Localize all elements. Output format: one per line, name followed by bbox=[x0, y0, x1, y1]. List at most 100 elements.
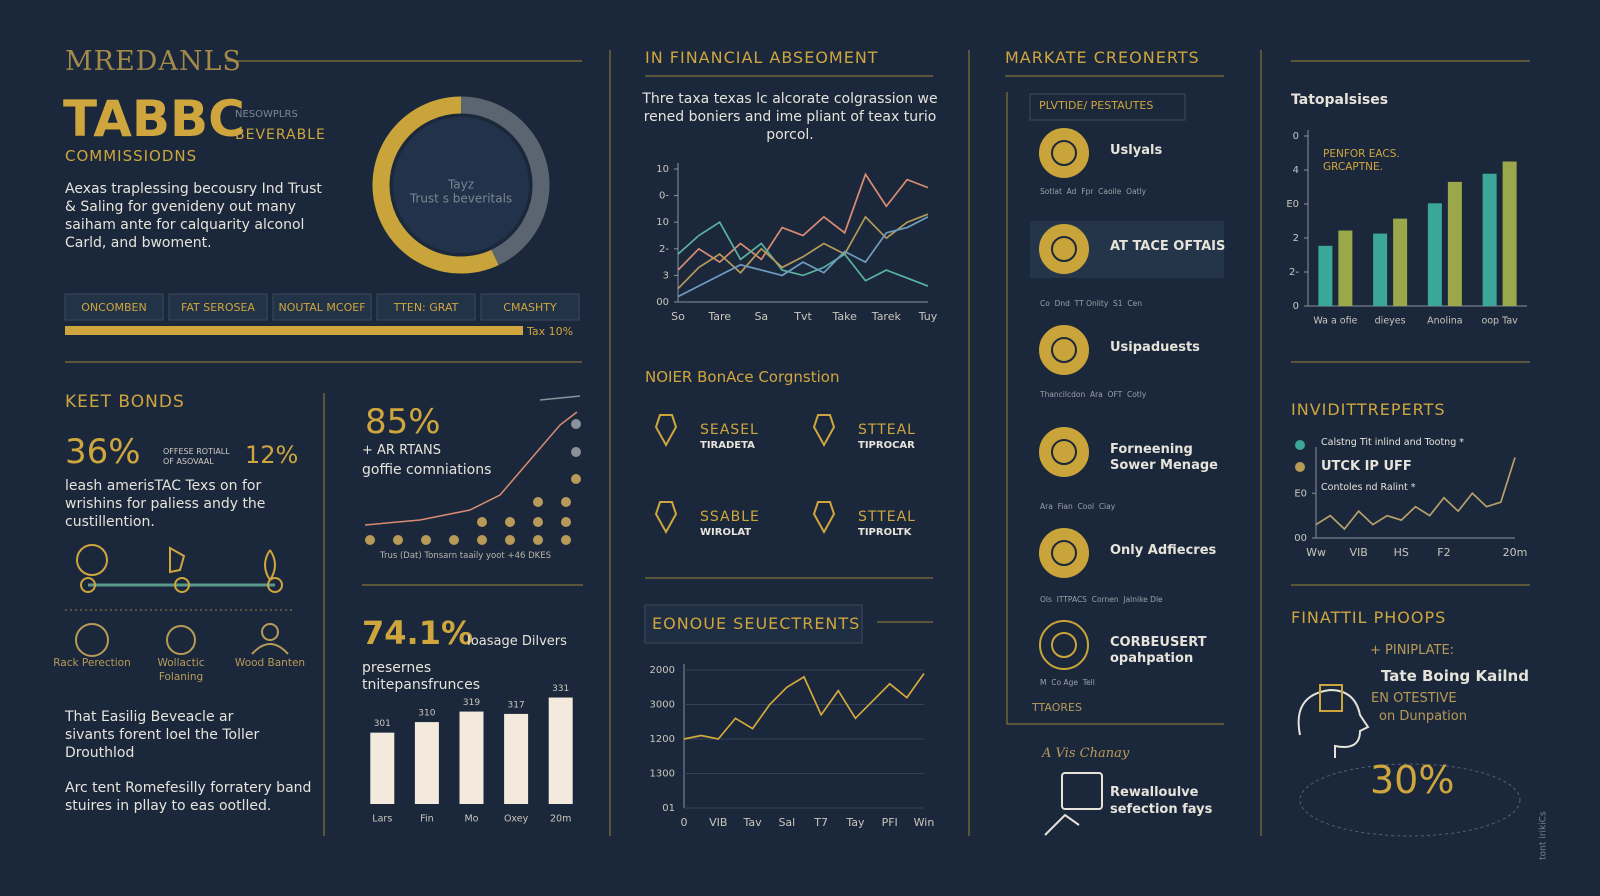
x-tick-label: Tarek bbox=[871, 310, 902, 323]
decor-arrow bbox=[539, 395, 581, 401]
bar bbox=[1318, 245, 1333, 306]
bottom-text: Rewalloulve sefection fays bbox=[1110, 785, 1213, 817]
icon bbox=[261, 623, 279, 641]
frame bbox=[1006, 92, 1224, 725]
decor-dot bbox=[393, 535, 403, 545]
item-sub: TIPROLTK bbox=[858, 527, 912, 538]
decor-dot bbox=[533, 517, 543, 527]
pie-slice bbox=[372, 96, 499, 274]
item-title: SSABLE bbox=[700, 509, 760, 525]
item-title: CORBEUSERT opahpation bbox=[1110, 635, 1207, 666]
pie-label: Trust s beveritals bbox=[409, 192, 512, 206]
stat: 74.1% bbox=[362, 614, 474, 652]
title-side-small: NESOWPLRS bbox=[235, 109, 298, 120]
item-badge-inner bbox=[1051, 236, 1077, 262]
item-badge-inner bbox=[1051, 632, 1077, 658]
bar bbox=[459, 711, 484, 804]
decor-dot bbox=[571, 419, 581, 429]
x-tick-label: Tvt bbox=[793, 310, 812, 323]
y-tick-label: 1300 bbox=[650, 769, 675, 780]
stat-label: + AR RTANS bbox=[362, 443, 441, 458]
head-icon-inner bbox=[1319, 684, 1343, 712]
stat-label: Ioasage Dilvers bbox=[467, 634, 567, 649]
subtitle: COMMISSIODNS bbox=[65, 147, 198, 165]
item-meta: Thancilcdon Ara OFT Cotly bbox=[1040, 390, 1147, 399]
stat-text: goffie comniations bbox=[362, 462, 492, 478]
bar bbox=[1502, 161, 1517, 306]
item-badge bbox=[1039, 325, 1089, 375]
y-tick-label: 3 bbox=[663, 270, 669, 281]
x-tick-label: dieyes bbox=[1375, 316, 1406, 327]
y-tick-label: 0- bbox=[659, 191, 669, 202]
decor-dot bbox=[561, 497, 571, 507]
item-icon bbox=[654, 501, 678, 535]
stat: 36% bbox=[65, 432, 141, 472]
item-icon bbox=[812, 414, 836, 448]
title-side: BEVERABLE bbox=[235, 127, 326, 143]
y-tick-label: 0 bbox=[1293, 131, 1299, 142]
x-tick-label: Tav bbox=[742, 816, 762, 829]
y-tick-label: 10 bbox=[656, 217, 669, 228]
section-heading: KEET BONDS bbox=[65, 392, 185, 412]
decor-line bbox=[364, 411, 578, 526]
pie-center bbox=[393, 117, 529, 253]
heading: FINATTIL PHOOPS bbox=[1291, 608, 1447, 627]
icon-label: Wollactic Folaning bbox=[157, 657, 205, 683]
decor-dot bbox=[571, 447, 581, 457]
decor-dot bbox=[571, 474, 581, 484]
item-badge bbox=[1039, 620, 1089, 670]
y-tick-label: E0 bbox=[1294, 488, 1307, 499]
paragraph: That Easilig Beveacle ar sivants forent … bbox=[65, 709, 260, 761]
y-tick-label: 2- bbox=[1289, 267, 1299, 278]
bar bbox=[504, 713, 529, 804]
percent: 30% bbox=[1370, 758, 1455, 802]
icon bbox=[174, 577, 190, 593]
bar bbox=[1447, 181, 1462, 306]
y-tick-label: 10 bbox=[656, 164, 669, 175]
label-box bbox=[1029, 93, 1186, 121]
item-sub: TIPROCAR bbox=[858, 440, 915, 451]
line-series bbox=[677, 220, 929, 287]
item-badge bbox=[1039, 427, 1089, 477]
vertical-text: tont irikiCs bbox=[1538, 811, 1549, 860]
tab bbox=[168, 293, 268, 321]
x-tick-label: Ww bbox=[1306, 546, 1326, 559]
stat-side: 12% bbox=[245, 441, 299, 469]
icon bbox=[267, 577, 283, 593]
icon-label: Rack Perection bbox=[53, 657, 131, 669]
heading: EONOUE SEUECTRENTS bbox=[652, 614, 861, 633]
value-label: 319 bbox=[463, 698, 480, 708]
legend-dot bbox=[1295, 462, 1305, 472]
icon bbox=[80, 577, 96, 593]
x-tick-label: Tay bbox=[845, 816, 865, 829]
icon bbox=[169, 546, 186, 574]
x-tick-label: Lars bbox=[372, 814, 392, 825]
y-tick-label: 1200 bbox=[650, 734, 675, 745]
x-tick-label: Oxey bbox=[504, 814, 529, 825]
footer: TTAORES bbox=[1032, 701, 1082, 714]
item-badge-inner bbox=[1051, 140, 1077, 166]
y-tick-label: 3000 bbox=[650, 700, 675, 711]
big-text: Tate Boing Kailnd bbox=[1381, 667, 1529, 685]
tab bbox=[272, 293, 372, 321]
pie-slice bbox=[460, 96, 550, 266]
item-title: Forneening Sower Menage bbox=[1110, 442, 1218, 473]
decor-dot bbox=[505, 517, 515, 527]
plus-label: + PINIPLATE: bbox=[1370, 643, 1455, 658]
decor-dot bbox=[533, 535, 543, 545]
value-label: 310 bbox=[418, 709, 435, 719]
item-meta: Ols ITTPACS Cornen Jalnike Dle bbox=[1040, 595, 1163, 604]
legend-label: Calstng Tit inlind and Tootng * bbox=[1321, 437, 1464, 448]
dot-decoration bbox=[364, 395, 581, 545]
text: Thre taxa texas lc alcorate colgrassion … bbox=[642, 91, 938, 143]
x-tick-label: oop Tav bbox=[1481, 316, 1518, 327]
legend-dot bbox=[1295, 440, 1305, 450]
icon bbox=[75, 623, 109, 657]
y-tick-label: 00 bbox=[1294, 533, 1307, 544]
item-title: Usipaduests bbox=[1110, 340, 1200, 355]
item-title: SEASEL bbox=[700, 422, 759, 438]
item-badge bbox=[1039, 528, 1089, 578]
item-sub: WIROLAT bbox=[700, 527, 752, 538]
right-icons bbox=[1044, 684, 1521, 837]
x-tick-label: Win bbox=[914, 816, 935, 829]
